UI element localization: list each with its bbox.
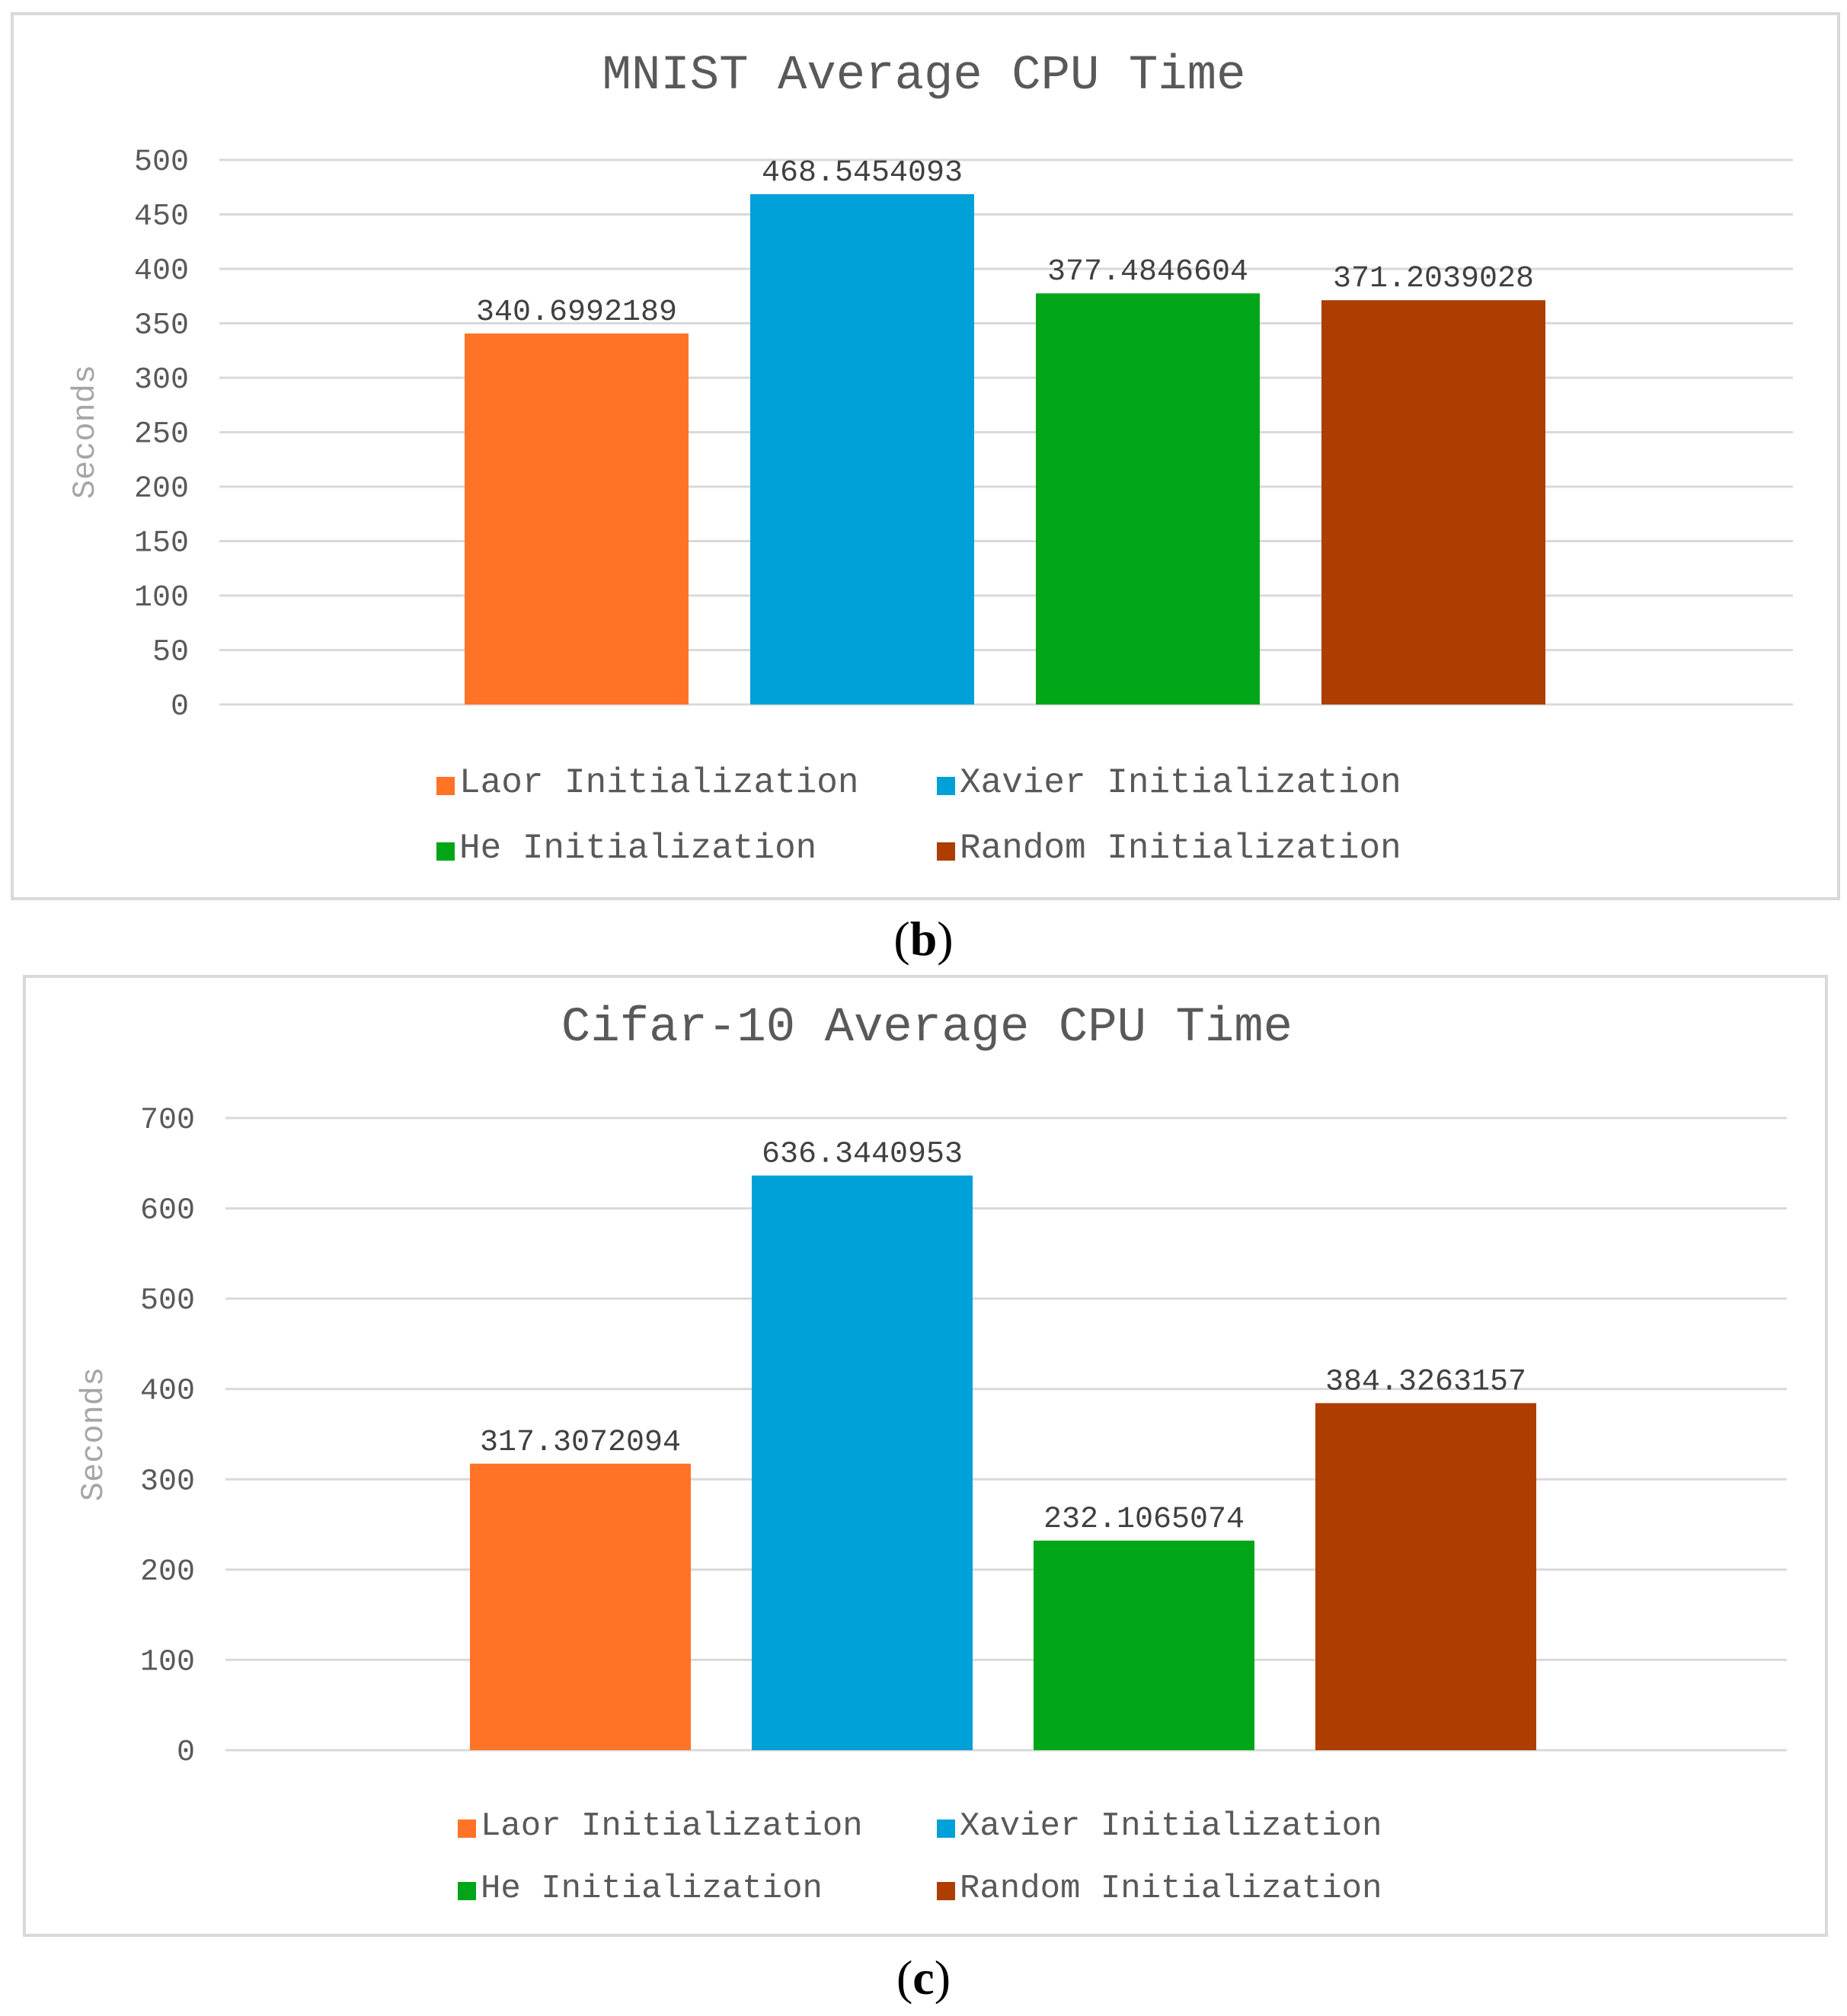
caption-c-open: (: [896, 1951, 913, 2005]
y-tick-label: 150: [134, 527, 189, 561]
chart-title: Cifar-10 Average CPU Time: [561, 1001, 1293, 1056]
cifar-chart-panel: Cifar-10 Average CPU Time 0 100 200 300 400 50…: [23, 975, 1828, 1937]
y-tick-label: 450: [134, 200, 189, 235]
chart-title: MNIST Average CPU Time: [602, 49, 1246, 104]
bar-laor: [470, 1463, 691, 1750]
legend-item: Xavier Initialization: [960, 1807, 1382, 1845]
legend-swatch: [937, 842, 955, 861]
y-tick-label: 700: [140, 1104, 195, 1138]
bar-he: [1036, 293, 1260, 705]
data-label: 317.3072094: [480, 1426, 681, 1460]
y-tick-label: 350: [134, 309, 189, 343]
y-tick-label: 300: [140, 1465, 195, 1499]
cifar-chart: Cifar-10 Average CPU Time 0 100 200 300 400 50…: [75, 1001, 1787, 1908]
y-axis-label: Seconds: [67, 365, 104, 499]
data-label: 384.3263157: [1325, 1365, 1526, 1399]
legend-item: Random Initialization: [960, 829, 1401, 868]
caption-c-letter: c: [912, 1951, 935, 2005]
caption-b-open: (: [893, 912, 910, 966]
bar-random: [1315, 1403, 1536, 1750]
y-tick-label: 0: [177, 1736, 195, 1770]
data-label: 232.1065074: [1043, 1503, 1245, 1537]
y-tick-label: 300: [134, 363, 189, 398]
y-axis-label: Seconds: [75, 1367, 112, 1501]
caption-b-letter: b: [909, 912, 938, 966]
data-label: 636.3440953: [762, 1137, 963, 1171]
legend-swatch: [937, 777, 955, 795]
y-tick-label: 600: [140, 1194, 195, 1228]
caption-c-close: ): [934, 1951, 951, 2005]
legend-item: Xavier Initialization: [960, 763, 1401, 803]
legend-item: He Initialization: [459, 829, 816, 868]
bar-he: [1034, 1540, 1254, 1750]
y-tick-label: 100: [134, 581, 189, 615]
caption-c: (c): [0, 1950, 1847, 2006]
y-tick-label: 500: [140, 1284, 195, 1318]
data-label: 371.2039028: [1333, 262, 1534, 296]
legend-swatch: [937, 1820, 955, 1838]
caption-b-close: ): [937, 912, 954, 966]
legend-swatch: [458, 1820, 476, 1838]
y-tick-label: 50: [152, 636, 189, 670]
y-tick-label: 400: [134, 254, 189, 289]
bar-random: [1321, 300, 1545, 704]
legend-item: He Initialization: [481, 1870, 823, 1908]
y-tick-label: 400: [140, 1375, 195, 1409]
data-label: 468.5454093: [762, 156, 963, 190]
legend-swatch: [436, 777, 455, 795]
bar-xavier: [750, 193, 974, 704]
y-tick-label: 200: [140, 1555, 195, 1589]
y-tick-label: 200: [134, 472, 189, 506]
bar-xavier: [752, 1175, 973, 1750]
legend-item: Random Initialization: [960, 1870, 1382, 1908]
data-label: 340.6992189: [476, 296, 677, 330]
y-tick-label: 0: [171, 690, 189, 724]
mnist-chart: MNIST Average CPU Time 0 50 100 150 200 250 300…: [67, 49, 1793, 868]
legend-swatch: [458, 1882, 476, 1900]
legend-item: Laor Initialization: [459, 763, 859, 803]
mnist-chart-panel: MNIST Average CPU Time 0 50 100 150 200 250 300…: [11, 12, 1840, 900]
data-label: 377.4846604: [1047, 255, 1248, 289]
y-tick-label: 100: [140, 1645, 195, 1679]
legend-swatch: [937, 1882, 955, 1900]
caption-b: (b): [0, 911, 1847, 967]
bar-laor: [465, 333, 689, 704]
y-tick-label: 500: [134, 145, 189, 180]
y-tick-label: 250: [134, 418, 189, 452]
legend-item: Laor Initialization: [481, 1807, 863, 1845]
legend-swatch: [436, 842, 455, 861]
